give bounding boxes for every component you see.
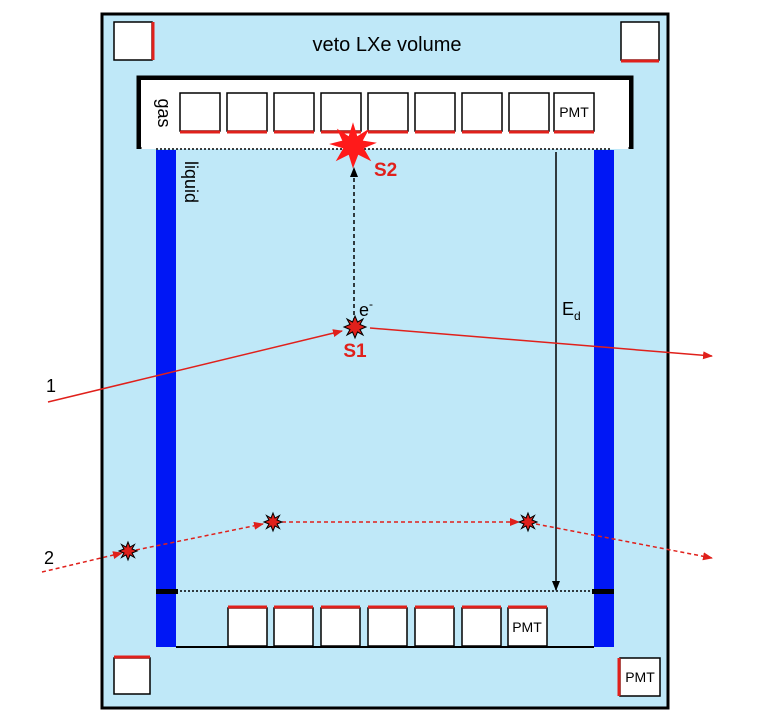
bottom-pmt [227, 605, 268, 647]
bottom-pmt: PMT [507, 605, 548, 647]
top-pmt [461, 92, 503, 134]
electron-label: e- [359, 297, 373, 320]
liquid-label: liquid [181, 161, 201, 203]
veto-label: veto LXe volume [313, 34, 462, 56]
veto-pmt-bottom-left [113, 655, 151, 695]
top-pmt [320, 92, 362, 134]
bottom-pmt [414, 605, 455, 647]
star-burst-icon [117, 540, 139, 562]
top-pmt-array: PMT [179, 92, 595, 134]
cathode-left-electrode [156, 589, 178, 594]
star-burst-icon [342, 314, 368, 340]
top-pmt [414, 92, 456, 134]
s1-label: S1 [343, 341, 367, 362]
top-pmt: PMT [553, 92, 595, 134]
drift-field-label: Ed [562, 299, 581, 323]
veto-pmt-label: PMT [625, 669, 655, 685]
veto-pmt-top-right [620, 21, 660, 63]
bottom-pmt-array: PMT [227, 605, 548, 647]
tpc-wall-left [156, 150, 176, 647]
track-1-in [47, 329, 343, 403]
tpc-wall-right [594, 150, 614, 647]
bottom-pmt [320, 605, 361, 647]
top-pmt [508, 92, 550, 134]
gas-label: gas [154, 98, 174, 127]
veto-pmt-bottom-right: PMT [617, 657, 661, 697]
top-pmt [179, 92, 221, 134]
star-burst-icon [517, 511, 539, 533]
track-2 [41, 518, 713, 573]
bottom-pmt [273, 605, 314, 647]
bottom-pmt [367, 605, 408, 647]
cathode-right-electrode [592, 589, 614, 594]
top-pmt-label: PMT [559, 104, 589, 120]
track-1-label: 1 [46, 376, 56, 396]
top-pmt [226, 92, 268, 134]
s2-label: S2 [374, 160, 397, 181]
bottom-pmt-label: PMT [512, 619, 542, 635]
s2-star-burst-icon [329, 122, 377, 169]
track-2-label: 2 [44, 548, 54, 568]
star-burst-icon [262, 511, 284, 533]
top-pmt [367, 92, 409, 134]
veto-pmt-top-left [113, 21, 155, 61]
top-pmt [273, 92, 315, 134]
track-1-out [369, 327, 713, 360]
bottom-pmt [461, 605, 502, 647]
